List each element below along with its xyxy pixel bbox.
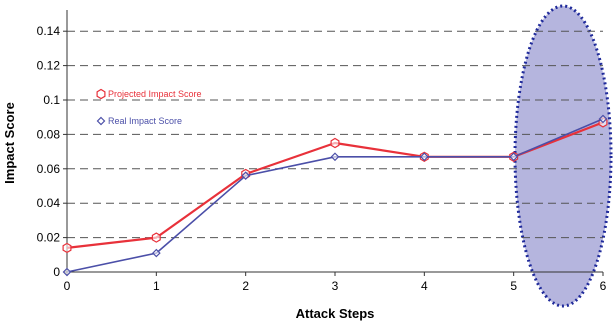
data-point bbox=[62, 242, 72, 254]
data-point bbox=[598, 114, 608, 124]
legend-label: Projected Impact Score bbox=[108, 89, 202, 99]
y-tick-label: 0 bbox=[53, 265, 60, 279]
data-point bbox=[151, 232, 161, 243]
x-axis-title: Attack Steps bbox=[296, 306, 375, 321]
x-tick-label: 4 bbox=[421, 279, 428, 293]
data-point bbox=[62, 267, 72, 277]
data-point bbox=[509, 152, 519, 162]
legend-marker bbox=[96, 116, 106, 126]
highlight-ellipse bbox=[513, 4, 613, 308]
y-axis-title: Impact Score bbox=[2, 102, 17, 184]
x-tick-label: 1 bbox=[153, 279, 160, 293]
x-axis-ticks: 0 1 2 3 4 5 6 bbox=[64, 272, 607, 293]
data-point bbox=[241, 171, 251, 181]
data-point bbox=[151, 248, 161, 258]
gridlines bbox=[67, 30, 603, 239]
x-tick-label: 5 bbox=[510, 279, 517, 293]
x-tick-label: 2 bbox=[242, 279, 249, 293]
legend-marker bbox=[96, 88, 106, 100]
y-tick-label: 0.14 bbox=[37, 24, 61, 38]
y-tick-label: 0.1 bbox=[43, 93, 60, 107]
series-real bbox=[62, 114, 608, 277]
y-tick-label: 0.02 bbox=[37, 231, 61, 245]
y-tick-label: 0.04 bbox=[37, 196, 61, 210]
data-point bbox=[419, 152, 429, 162]
y-tick-label: 0.12 bbox=[37, 59, 61, 73]
y-axis-ticks: 0 0.02 0.04 0.06 0.08 0.1 0.12 0.14 bbox=[37, 24, 67, 279]
x-tick-label: 3 bbox=[332, 279, 339, 293]
data-point bbox=[330, 152, 340, 162]
y-tick-label: 0.08 bbox=[37, 127, 61, 141]
legend-label: Real Impact Score bbox=[108, 116, 182, 126]
x-tick-label: 0 bbox=[64, 279, 71, 293]
y-tick-label: 0.06 bbox=[37, 162, 61, 176]
x-tick-label: 6 bbox=[600, 279, 607, 293]
legend: Projected Impact Score Real Impact Score bbox=[96, 88, 202, 126]
data-point bbox=[330, 137, 340, 149]
